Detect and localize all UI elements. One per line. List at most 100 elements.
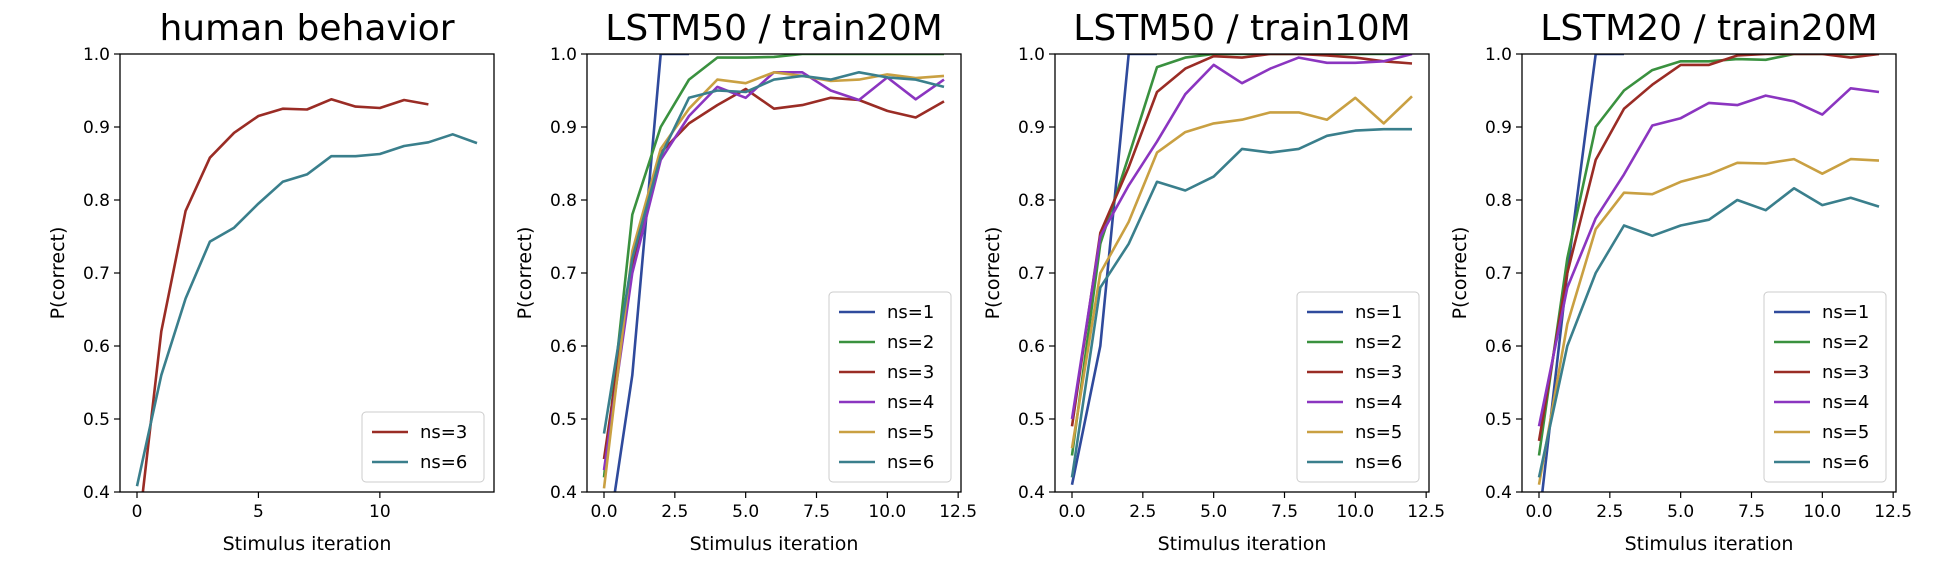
y-tick-label: 0.8 (1485, 191, 1512, 211)
series-line-ns2 (1070, 54, 1412, 456)
y-tick-label: 0.6 (1018, 337, 1045, 357)
y-tick-label: 0.8 (1018, 191, 1045, 211)
x-tick-label: 10.0 (868, 502, 906, 522)
x-tick-label: 10.0 (1803, 502, 1841, 522)
series-group (1537, 54, 1880, 492)
legend-label: ns=4 (887, 392, 934, 413)
panel-title: human behavior (159, 8, 454, 49)
x-tick-label: 10 (369, 502, 391, 522)
panel-title: LSTM50 / train20M (605, 8, 942, 49)
series-line-ns3 (1070, 54, 1413, 427)
legend-label: ns=1 (1355, 302, 1402, 323)
y-tick-label: 1.0 (1018, 45, 1045, 65)
y-tick-label: 0.5 (550, 410, 577, 430)
legend-label: ns=3 (1822, 362, 1869, 383)
legend-label: ns=2 (1355, 332, 1402, 353)
panel-1: 0.4 0.5 0.6 0.7 0.8 0.9 1.0 0 5 10 human behavior S… (47, 8, 495, 555)
panel-2: 0.4 0.5 0.6 0.7 0.8 0.9 1.0 0.0 2.5 5.0 7.5 10.0 12.… (514, 8, 977, 555)
x-tick-label: 7.5 (1738, 502, 1765, 522)
x-tick-label: 12.5 (1407, 502, 1445, 522)
y-tick-label: 0.9 (1485, 118, 1512, 138)
legend-label: ns=4 (1822, 392, 1869, 413)
y-tick-label: 0.4 (83, 483, 110, 503)
legend-box (361, 411, 485, 483)
y-axis-label: P(correct) (514, 227, 536, 320)
x-tick-label: 5.0 (1200, 502, 1227, 522)
series-line-ns5 (602, 71, 945, 489)
legend-label: ns=3 (420, 422, 467, 443)
legend: ns=1 ns=2 ns=3 ns=4 ns=5 ns=6 (828, 291, 952, 483)
x-tick-label: 0.0 (1058, 502, 1085, 522)
legend-label: ns=3 (1355, 362, 1402, 383)
legend-label: ns=5 (887, 422, 934, 443)
x-tick-label: 2.5 (1596, 502, 1623, 522)
series-line-ns5 (1070, 95, 1413, 449)
panel-3: 0.4 0.5 0.6 0.7 0.8 0.9 1.0 0.0 2.5 5.0 7.5 10.0 12.… (982, 8, 1445, 555)
series-line-ns2 (1537, 54, 1879, 456)
legend-label: ns=1 (1822, 302, 1869, 323)
x-tick-label: 5.0 (732, 502, 759, 522)
x-tick-label: 5 (253, 502, 264, 522)
series-line-ns3 (141, 98, 429, 492)
y-tick-label: 0.8 (83, 191, 110, 211)
legend-label: ns=5 (1822, 422, 1869, 443)
x-axis-label: Stimulus iteration (690, 533, 859, 555)
series-line-ns1 (1070, 54, 1157, 485)
x-axis-label: Stimulus iteration (1625, 533, 1794, 555)
x-tick-label: 12.5 (1874, 502, 1912, 522)
y-tick-label: 1.0 (550, 45, 577, 65)
y-tick-label: 0.7 (1485, 264, 1512, 284)
y-tick-label: 0.7 (550, 264, 577, 284)
panel-4: 0.4 0.5 0.6 0.7 0.8 0.9 1.0 0.0 2.5 5.0 7.5 10.0 12.… (1449, 8, 1912, 555)
legend-box (828, 291, 952, 483)
y-tick-label: 0.4 (1018, 483, 1045, 503)
y-tick-label: 0.7 (83, 264, 110, 284)
legend-label: ns=3 (887, 362, 934, 383)
y-tick-label: 0.7 (1018, 264, 1045, 284)
legend-label: ns=6 (1822, 452, 1869, 473)
x-tick-label: 2.5 (1129, 502, 1156, 522)
x-tick-label: 0.0 (590, 502, 617, 522)
series-group (1070, 54, 1413, 485)
y-tick-label: 0.4 (550, 483, 577, 503)
legend-label: ns=6 (887, 452, 934, 473)
x-axis-label: Stimulus iteration (1158, 533, 1327, 555)
legend-label: ns=6 (420, 452, 467, 473)
series-line-ns2 (602, 54, 944, 478)
panel-title: LSTM20 / train20M (1540, 8, 1877, 49)
x-tick-label: 0.0 (1525, 502, 1552, 522)
y-tick-label: 0.6 (1485, 337, 1512, 357)
y-tick-label: 0.5 (83, 410, 110, 430)
y-tick-label: 0.6 (83, 337, 110, 357)
legend-label: ns=2 (1822, 332, 1869, 353)
y-tick-label: 0.9 (550, 118, 577, 138)
series-line-ns6 (602, 71, 945, 434)
series-line-ns1 (613, 54, 689, 492)
y-tick-label: 0.8 (550, 191, 577, 211)
legend: ns=1 ns=2 ns=3 ns=4 ns=5 ns=6 (1296, 291, 1420, 483)
y-tick-label: 1.0 (83, 45, 110, 65)
y-tick-label: 0.4 (1485, 483, 1512, 503)
x-axis-label: Stimulus iteration (223, 533, 392, 555)
x-tick-label: 2.5 (661, 502, 688, 522)
panel-title: LSTM50 / train10M (1073, 8, 1410, 49)
series-group (135, 98, 478, 492)
legend-box (1763, 291, 1887, 483)
series-line-ns6 (1537, 187, 1880, 478)
series-line-ns3 (1537, 54, 1880, 442)
series-line-ns4 (1537, 87, 1880, 427)
legend-box (1296, 291, 1420, 483)
x-tick-label: 0 (132, 502, 143, 522)
y-tick-label: 0.5 (1485, 410, 1512, 430)
x-tick-label: 7.5 (803, 502, 830, 522)
x-tick-label: 5.0 (1667, 502, 1694, 522)
y-tick-label: 0.9 (1018, 118, 1045, 138)
legend-label: ns=5 (1355, 422, 1402, 443)
y-axis-label: P(correct) (982, 227, 1004, 320)
series-line-ns4 (1070, 54, 1413, 420)
y-tick-label: 0.9 (83, 118, 110, 138)
legend-label: ns=4 (1355, 392, 1402, 413)
series-group (602, 54, 945, 492)
x-tick-label: 7.5 (1271, 502, 1298, 522)
